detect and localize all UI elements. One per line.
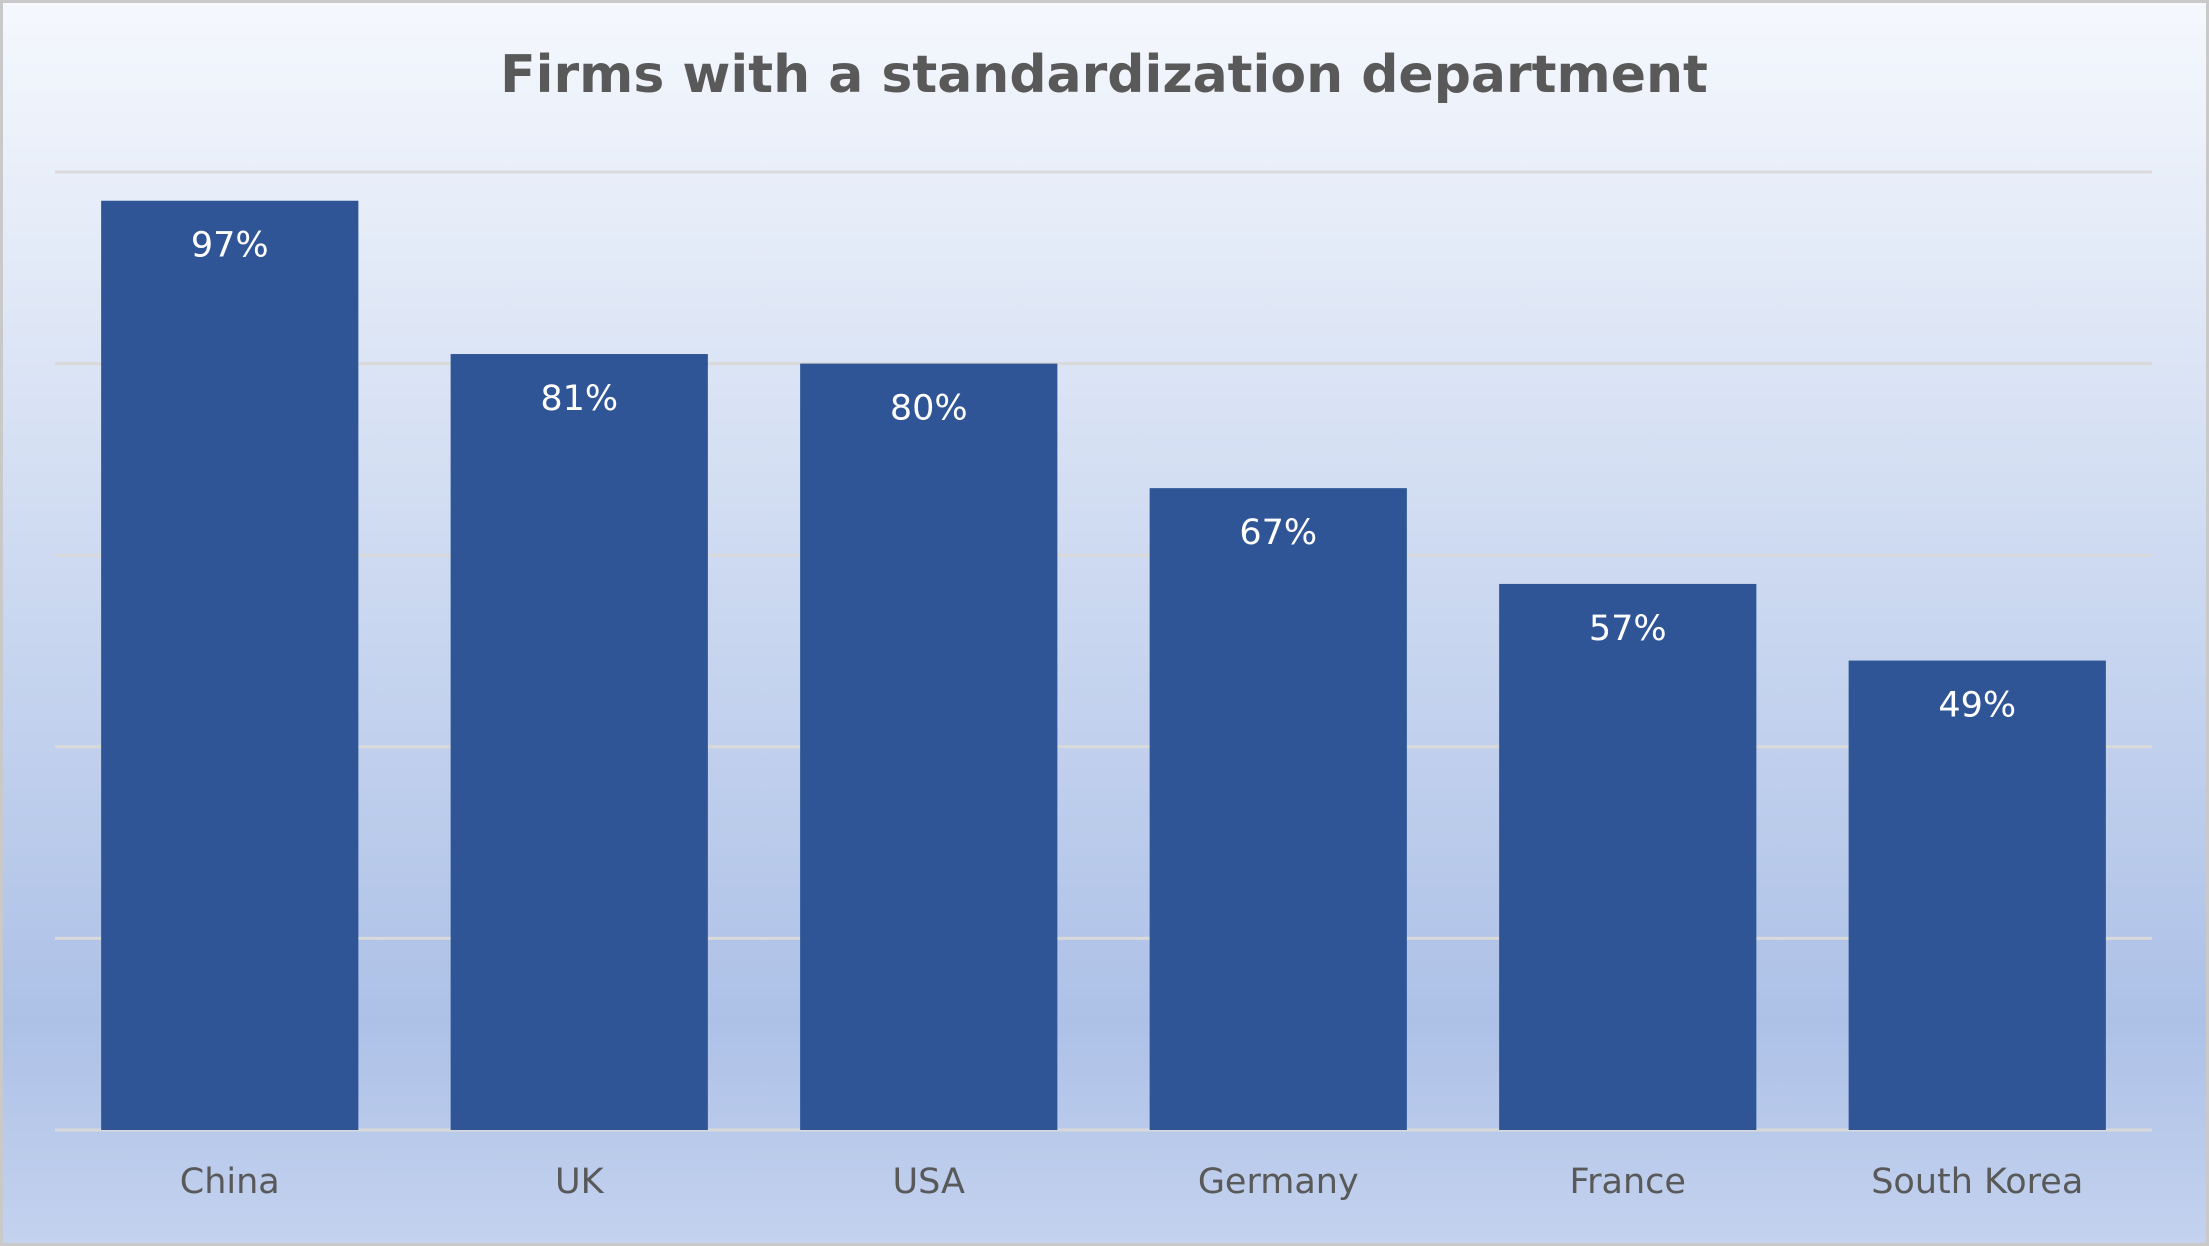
x-tick-label: Germany	[1198, 1162, 1359, 1202]
x-tick-label: China	[180, 1162, 280, 1202]
value-label: 81%	[540, 379, 618, 419]
chart-title: Firms with a standardization department	[500, 45, 1708, 105]
x-tick-label: South Korea	[1871, 1162, 2083, 1202]
x-tick-label: France	[1570, 1162, 1686, 1202]
bar	[800, 363, 1058, 1131]
x-tick-label: UK	[555, 1162, 605, 1202]
value-label: 80%	[890, 389, 968, 429]
bar	[1149, 488, 1407, 1130]
bar	[1499, 583, 1757, 1130]
value-label: 49%	[1938, 686, 2016, 726]
bar	[1848, 660, 2106, 1130]
x-tick-label: USA	[893, 1162, 965, 1202]
value-label: 67%	[1239, 513, 1317, 553]
value-label: 57%	[1589, 609, 1667, 649]
value-label: 97%	[191, 226, 269, 266]
bar	[101, 200, 359, 1131]
bar	[450, 354, 708, 1130]
